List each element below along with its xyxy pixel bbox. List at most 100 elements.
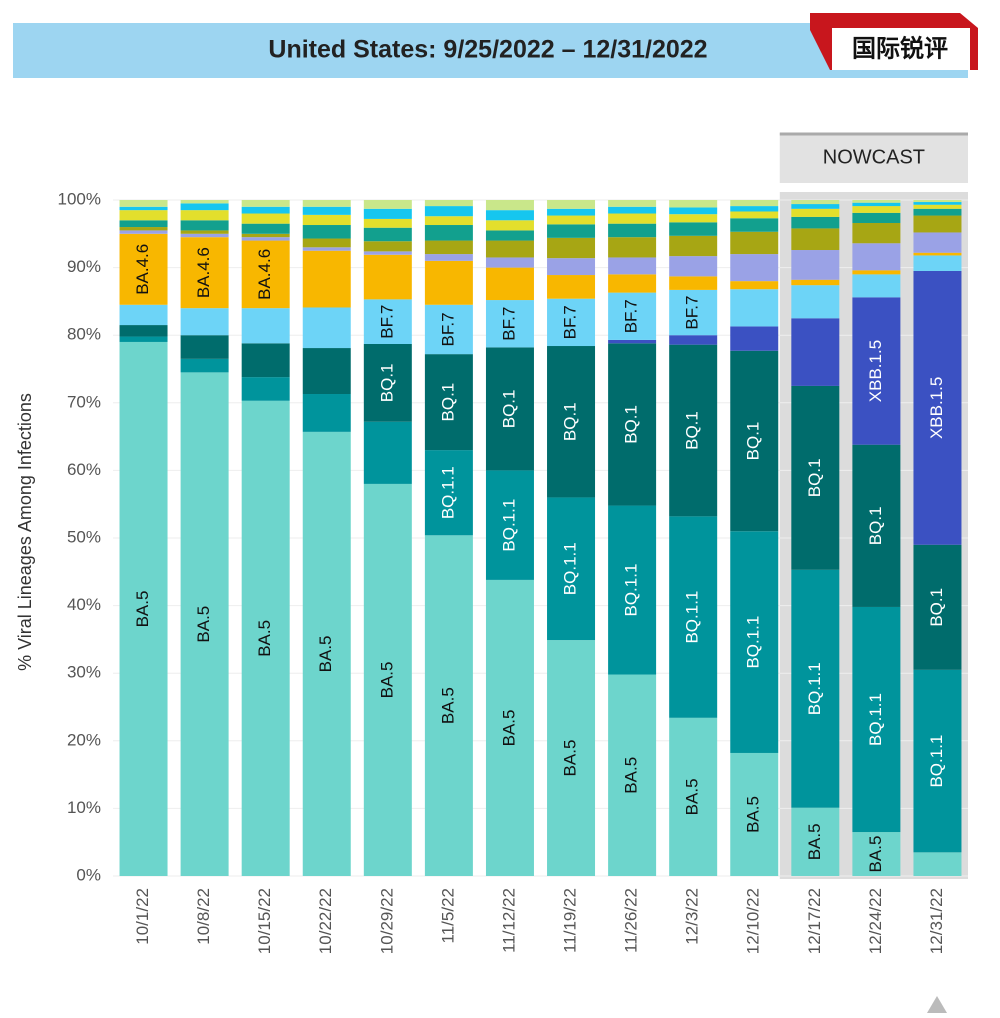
bar-segment — [485, 579, 534, 876]
bar-segment — [608, 505, 657, 675]
x-tick-label: 10/22/22 — [316, 888, 335, 954]
bar-segment — [547, 215, 596, 225]
bar-segment — [180, 233, 229, 238]
segment-label: BA.5 — [438, 687, 457, 724]
bar-segment — [363, 227, 412, 242]
bar-segment — [119, 341, 168, 877]
bar-segment — [730, 350, 779, 532]
bar-segment — [180, 210, 229, 221]
segment-label: BF.7 — [377, 305, 396, 339]
y-tick-label: 50% — [67, 527, 101, 546]
bar-segment — [852, 274, 901, 298]
bar-segment — [730, 231, 779, 255]
bar-segment — [852, 444, 901, 607]
bar-segment — [363, 421, 412, 484]
bar-segment — [363, 200, 412, 209]
segment-label: BQ.1.1 — [499, 499, 518, 552]
segment-label: BQ.1.1 — [622, 564, 641, 617]
bar-segment — [241, 213, 290, 224]
bar-segment — [241, 240, 290, 309]
bar-segment — [424, 260, 473, 305]
bar-segment — [485, 347, 534, 471]
segment-label: XBB.1.5 — [927, 377, 946, 439]
chart-title: United States: 9/25/2022 – 12/31/2022 — [268, 36, 707, 64]
bar-segment — [119, 336, 168, 342]
segment-label: BA.4.6 — [194, 247, 213, 298]
segment-label: BA.5 — [805, 823, 824, 860]
bar-segment — [669, 222, 718, 236]
bar-segment — [913, 252, 962, 256]
bar-segment — [669, 289, 718, 336]
x-tick-label: 11/26/22 — [622, 888, 641, 953]
segment-label: BA.5 — [133, 591, 152, 628]
bar-segment — [852, 606, 901, 833]
bar-segment — [547, 237, 596, 259]
bar-segment — [363, 254, 412, 300]
bar-segment — [302, 214, 351, 226]
segment-label: BQ.1 — [438, 383, 457, 422]
bar-segment — [119, 206, 168, 211]
x-tick-label: 10/8/22 — [194, 888, 213, 945]
bar-segment — [730, 326, 779, 351]
bar-segment — [791, 200, 840, 205]
bar-segment — [485, 300, 534, 348]
bar-segment — [913, 255, 962, 271]
bar-segment — [424, 206, 473, 217]
bar-segment — [913, 215, 962, 233]
bar-segment — [302, 250, 351, 308]
bar-segment — [669, 516, 718, 718]
bar-segment — [119, 200, 168, 207]
y-tick-label: 80% — [67, 325, 101, 344]
bar-segment — [608, 237, 657, 258]
bar-segment — [302, 225, 351, 239]
segment-label: XBB.1.5 — [866, 340, 885, 402]
segment-label: BQ.1 — [927, 588, 946, 627]
segment-label: BQ.1 — [744, 422, 763, 461]
bar-segment — [424, 225, 473, 241]
segment-label: BQ.1 — [561, 402, 580, 441]
bar-segment — [302, 247, 351, 251]
bar-segment — [547, 224, 596, 238]
bar-segment — [547, 346, 596, 498]
bar-segment — [852, 206, 901, 213]
bar-segment — [852, 202, 901, 207]
bar-segment — [241, 343, 290, 378]
segment-label: BQ.1.1 — [927, 735, 946, 788]
bar-segment — [730, 752, 779, 876]
bar-segment — [791, 250, 840, 280]
bar-segment — [608, 674, 657, 876]
bar-segment — [180, 230, 229, 234]
bar-segment — [241, 400, 290, 876]
bar-segment — [608, 213, 657, 224]
bar-segment — [180, 200, 229, 204]
bar-segment — [547, 258, 596, 276]
bar-segment — [241, 206, 290, 214]
bar-segment — [791, 279, 840, 286]
bar-segment — [913, 204, 962, 209]
x-tick-label: 12/17/22 — [805, 888, 824, 954]
bar-segment — [669, 276, 718, 290]
bar-segment — [669, 256, 718, 277]
bar-segment — [424, 304, 473, 355]
bar-segment — [608, 200, 657, 207]
segment-label: BQ.1 — [805, 458, 824, 497]
scroll-marker — [927, 996, 947, 1013]
segment-label: BA.5 — [499, 710, 518, 747]
bar-segment — [669, 335, 718, 345]
bar-segment — [485, 257, 534, 268]
bar-segment — [791, 318, 840, 386]
bar-segment — [852, 243, 901, 271]
bar-segment — [119, 210, 168, 221]
bar-segment — [363, 343, 412, 422]
bar-segment — [913, 544, 962, 670]
bar-segment — [119, 325, 168, 337]
bar-segment — [180, 358, 229, 373]
y-tick-label: 0% — [76, 865, 101, 884]
bar-segment — [547, 640, 596, 876]
bar-segment — [730, 254, 779, 282]
bar-segment — [669, 717, 718, 876]
bar-segment — [241, 237, 290, 241]
bar-segment — [424, 254, 473, 261]
bar-segment — [791, 208, 840, 217]
bar-segment — [730, 200, 779, 207]
